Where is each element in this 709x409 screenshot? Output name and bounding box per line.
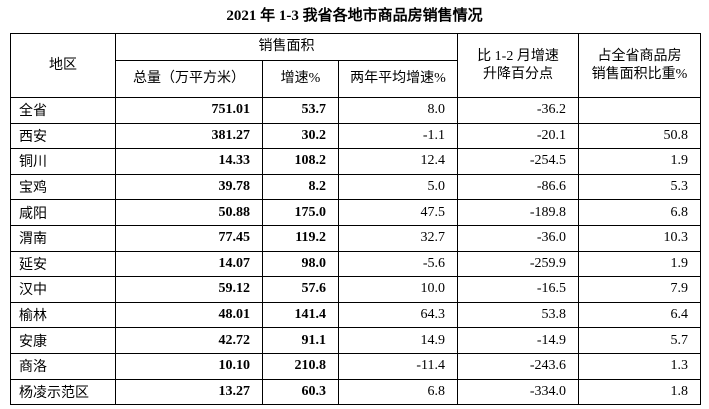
region-cell: 宝鸡 (10, 173, 116, 201)
value-cell: 48.01 (115, 301, 263, 329)
value-cell: 5.0 (338, 173, 458, 201)
header-line: 比 1-2 月增速 (477, 48, 559, 64)
region-cell: 全省 (10, 97, 116, 124)
table-body: 地区 销售面积 比 1-2 月增速 升降百分点 占全省商品房 销售面积比重% 总量（… (10, 33, 701, 406)
value-cell: -20.1 (457, 122, 579, 150)
value-cell: 10.3 (578, 224, 701, 252)
header-cell: 销售面积 (115, 33, 458, 61)
value-cell: -243.6 (457, 352, 579, 380)
value-cell: 14.9 (338, 327, 458, 354)
table-row: 延安 14.07 98.0 -5.6 -259.9 1.9 (10, 250, 701, 278)
value-cell: 5.7 (578, 327, 701, 354)
value-cell: -14.9 (457, 327, 579, 354)
value-cell: -86.6 (457, 173, 579, 201)
table-row: 宝鸡 39.78 8.2 5.0 -86.6 5.3 (10, 173, 701, 201)
value-cell (578, 97, 701, 124)
value-cell: -5.6 (338, 250, 458, 278)
sales-table: 地区 销售面积 比 1-2 月增速 升降百分点 占全省商品房 销售面积比重% 总量（… (10, 33, 701, 406)
value-cell: 42.72 (115, 327, 263, 354)
region-cell: 汉中 (10, 276, 116, 303)
value-cell: 175.0 (262, 199, 339, 226)
value-cell: 6.8 (578, 199, 701, 226)
title: 2021 年 1-3 我省各地市商品房销售情况 (226, 8, 483, 24)
table-row: 咸阳 50.88 175.0 47.5 -189.8 6.8 (10, 199, 701, 226)
value-cell: 7.9 (578, 276, 701, 303)
table-row: 榆林 48.01 141.4 64.3 53.8 6.4 (10, 301, 701, 329)
value-cell: -16.5 (457, 276, 579, 303)
value-cell: 32.7 (338, 224, 458, 252)
value-cell: 57.6 (262, 276, 339, 303)
value-cell: 210.8 (262, 352, 339, 380)
value-cell: 13.27 (115, 378, 263, 406)
value-cell: -36.2 (457, 97, 579, 124)
value-cell: 14.07 (115, 250, 263, 278)
value-cell: 47.5 (338, 199, 458, 226)
value-cell: -259.9 (457, 250, 579, 278)
header-line: 占全省商品房 (597, 48, 682, 64)
value-cell: 59.12 (115, 276, 263, 303)
value-cell: 381.27 (115, 122, 263, 150)
value-cell: 53.7 (262, 97, 339, 124)
value-cell: 6.4 (578, 301, 701, 329)
value-cell: 1.9 (578, 250, 701, 278)
value-cell: 141.4 (262, 301, 339, 329)
value-cell: -189.8 (457, 199, 579, 226)
value-cell: -334.0 (457, 378, 579, 406)
value-cell: 119.2 (262, 224, 339, 252)
value-cell: 8.0 (338, 97, 458, 124)
value-cell: 50.88 (115, 199, 263, 226)
value-cell: 12.4 (338, 148, 458, 175)
table-row: 西安 381.27 30.2 -1.1 -20.1 50.8 (10, 122, 701, 150)
value-cell: 10.10 (115, 352, 263, 380)
value-cell: 91.1 (262, 327, 339, 354)
value-cell: -11.4 (338, 352, 458, 380)
header-line: 销售面积比重% (591, 66, 688, 82)
value-cell: 77.45 (115, 224, 263, 252)
header-cell: 增速% (262, 60, 339, 98)
value-cell: 98.0 (262, 250, 339, 278)
value-cell: 8.2 (262, 173, 339, 201)
table-row: 安康 42.72 91.1 14.9 -14.9 5.7 (10, 327, 701, 354)
table-row: 渭南 77.45 119.2 32.7 -36.0 10.3 (10, 224, 701, 252)
value-cell: 50.8 (578, 122, 701, 150)
value-cell: 108.2 (262, 148, 339, 175)
table-row: 杨凌示范区 13.27 60.3 6.8 -334.0 1.8 (10, 378, 701, 406)
region-cell: 杨凌示范区 (10, 378, 116, 406)
header-cell: 比 1-2 月增速 升降百分点 (457, 33, 579, 98)
table-row: 铜川 14.33 108.2 12.4 -254.5 1.9 (10, 148, 701, 175)
value-cell: 5.3 (578, 173, 701, 201)
region-cell: 榆林 (10, 301, 116, 329)
header-line: 升降百分点 (483, 66, 553, 82)
region-cell: 铜川 (10, 148, 116, 175)
header-cell: 总量（万平方米） (115, 60, 263, 98)
value-cell: 53.8 (457, 301, 579, 329)
value-cell: 1.3 (578, 352, 701, 380)
value-cell: 751.01 (115, 97, 263, 124)
header-cell: 占全省商品房 销售面积比重% (578, 33, 701, 98)
value-cell: 30.2 (262, 122, 339, 150)
value-cell: -1.1 (338, 122, 458, 150)
region-cell: 商洛 (10, 352, 116, 380)
region-cell: 渭南 (10, 224, 116, 252)
region-cell: 咸阳 (10, 199, 116, 226)
value-cell: 14.33 (115, 148, 263, 175)
region-cell: 安康 (10, 327, 116, 354)
value-cell: -254.5 (457, 148, 579, 175)
region-cell: 延安 (10, 250, 116, 278)
value-cell: 10.0 (338, 276, 458, 303)
table-row: 商洛 10.10 210.8 -11.4 -243.6 1.3 (10, 352, 701, 380)
header-cell: 两年平均增速% (338, 60, 458, 98)
table-row: 全省 751.01 53.7 8.0 -36.2 (10, 97, 701, 124)
value-cell: 6.8 (338, 378, 458, 406)
region-cell: 西安 (10, 122, 116, 150)
table-row: 汉中 59.12 57.6 10.0 -16.5 7.9 (10, 276, 701, 303)
value-cell: 64.3 (338, 301, 458, 329)
header-cell: 地区 (10, 33, 116, 98)
value-cell: 60.3 (262, 378, 339, 406)
value-cell: -36.0 (457, 224, 579, 252)
value-cell: 39.78 (115, 173, 263, 201)
value-cell: 1.9 (578, 148, 701, 175)
value-cell: 1.8 (578, 378, 701, 406)
